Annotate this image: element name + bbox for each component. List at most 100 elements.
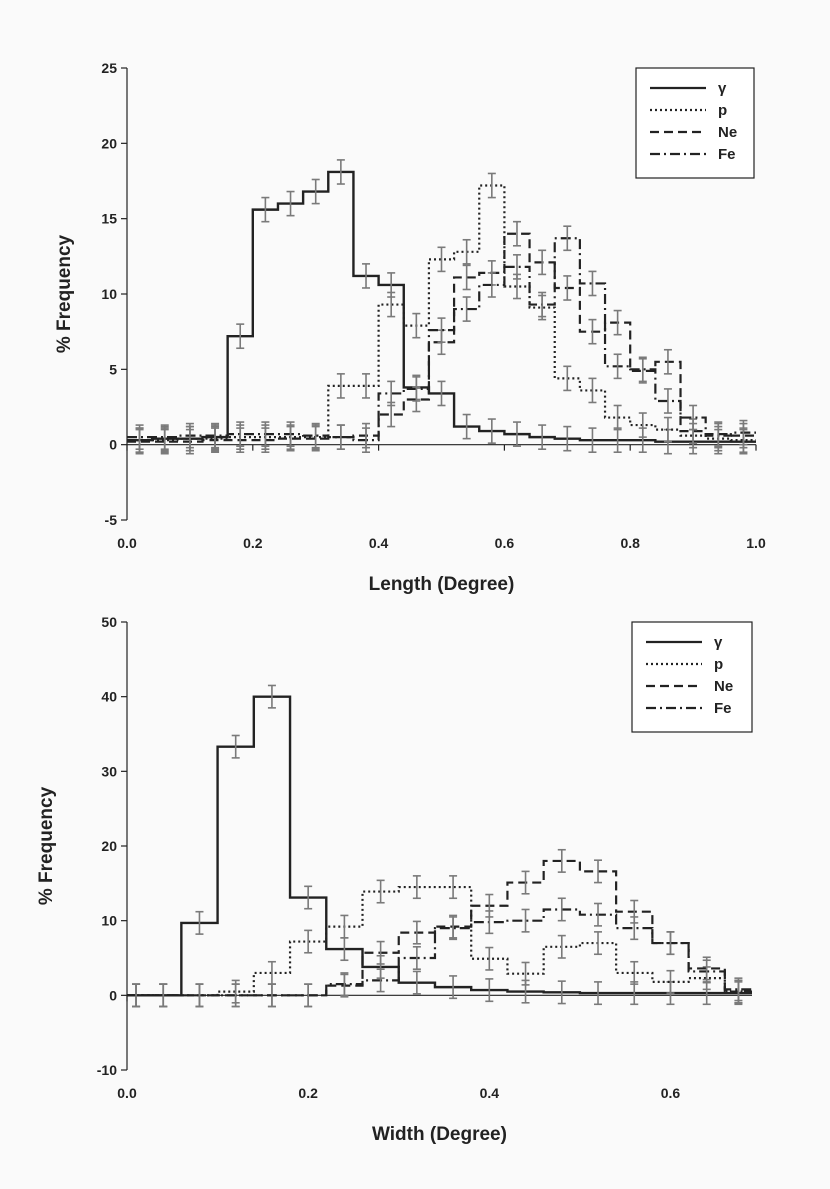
y-axis-title: % Frequency bbox=[36, 786, 57, 905]
error-bar bbox=[412, 875, 421, 900]
error-bar bbox=[211, 422, 220, 449]
error-bar bbox=[376, 968, 385, 993]
error-bar bbox=[311, 178, 320, 205]
error-bar bbox=[449, 875, 458, 900]
x-tick-label: 0.4 bbox=[480, 1085, 500, 1101]
series-line-Ne bbox=[127, 232, 756, 443]
y-tick-label: 50 bbox=[101, 614, 117, 630]
error-bar bbox=[387, 291, 396, 318]
legend-label-Ne: Ne bbox=[714, 678, 733, 695]
x-tick-label: 0.4 bbox=[369, 535, 389, 551]
error-bar bbox=[557, 934, 566, 959]
error-bar bbox=[638, 356, 647, 383]
series-line-γ bbox=[127, 695, 752, 997]
y-tick-label: 0 bbox=[109, 437, 117, 453]
error-bar bbox=[538, 249, 547, 276]
error-bar bbox=[613, 404, 622, 431]
error-bar bbox=[412, 312, 421, 339]
error-bar bbox=[485, 946, 494, 971]
error-bar bbox=[613, 353, 622, 380]
x-tick-label: 0.6 bbox=[495, 535, 515, 551]
error-bar bbox=[638, 412, 647, 438]
error-bar bbox=[336, 424, 345, 450]
x-tick-label: 0.8 bbox=[620, 535, 640, 551]
error-bar bbox=[376, 879, 385, 904]
error-bar bbox=[304, 983, 313, 1008]
legend-label-Fe: Fe bbox=[714, 700, 732, 717]
error-bar bbox=[512, 254, 521, 280]
error-bar bbox=[437, 317, 446, 344]
error-bar bbox=[594, 859, 603, 884]
x-tick-label: 1.0 bbox=[746, 535, 766, 551]
y-tick-label: 25 bbox=[101, 60, 117, 76]
error-bar bbox=[286, 421, 295, 447]
error-bar bbox=[663, 416, 672, 443]
x-axis-title: Length (Degree) bbox=[369, 574, 515, 595]
error-bar bbox=[521, 870, 530, 895]
legend-box bbox=[635, 67, 755, 179]
x-tick-label: 0.2 bbox=[298, 1085, 318, 1101]
error-bar bbox=[702, 959, 711, 984]
legend-box bbox=[631, 621, 753, 733]
error-bar bbox=[412, 970, 421, 995]
error-bar bbox=[462, 296, 471, 322]
error-bar bbox=[376, 940, 385, 965]
error-bar bbox=[159, 983, 168, 1008]
legend: γp Ne Fe bbox=[635, 67, 755, 179]
series-line-Ne bbox=[127, 859, 752, 997]
error-bar bbox=[195, 983, 204, 1008]
y-tick-label: 20 bbox=[101, 135, 117, 151]
legend-label-p: p bbox=[718, 102, 727, 119]
error-bar bbox=[387, 380, 396, 407]
error-bar bbox=[462, 413, 471, 440]
error-bar bbox=[487, 418, 496, 444]
error-bar bbox=[261, 421, 270, 447]
error-bar bbox=[557, 980, 566, 1005]
x-tick-label: 0.0 bbox=[117, 535, 137, 551]
error-bar bbox=[563, 275, 572, 301]
error-bar bbox=[336, 373, 345, 399]
error-bar bbox=[412, 920, 421, 945]
error-bar bbox=[340, 914, 349, 939]
error-bar bbox=[132, 983, 141, 1008]
error-bar bbox=[588, 427, 597, 454]
error-bar bbox=[588, 377, 597, 404]
error-bar bbox=[449, 916, 458, 941]
chart-1: -5 0 5 10 15 20 25 0.0 0.2 0.4 0.6 0.8 1.0 Length (De… bbox=[54, 60, 766, 595]
error-bar bbox=[521, 908, 530, 933]
y-axis-title: % Frequency bbox=[54, 234, 75, 353]
legend-label-p: p bbox=[714, 656, 723, 673]
error-bar bbox=[236, 421, 245, 447]
error-bar bbox=[437, 380, 446, 407]
legend-label-γ: γ bbox=[714, 634, 723, 651]
x-axis-title: Width (Degree) bbox=[372, 1124, 507, 1145]
error-bar bbox=[739, 419, 748, 446]
error-bar bbox=[512, 421, 521, 447]
error-bar bbox=[487, 272, 496, 298]
error-bar bbox=[588, 270, 597, 297]
error-bar bbox=[135, 424, 144, 450]
error-bar bbox=[594, 902, 603, 927]
x-tick-label: 0.0 bbox=[117, 1085, 137, 1101]
error-bar bbox=[613, 309, 622, 336]
x-tick-label: 0.2 bbox=[243, 535, 263, 551]
y-tick-label: -5 bbox=[105, 512, 118, 528]
error-bar bbox=[630, 916, 639, 941]
legend-label-Ne: Ne bbox=[718, 124, 737, 141]
error-bar bbox=[563, 425, 572, 452]
y-tick-label: 10 bbox=[101, 286, 117, 302]
error-bar bbox=[195, 910, 204, 935]
error-bar bbox=[485, 978, 494, 1003]
legend-label-Fe: Fe bbox=[718, 146, 736, 163]
error-bar bbox=[462, 264, 471, 291]
error-bar bbox=[666, 969, 675, 994]
legend-label-γ: γ bbox=[718, 80, 727, 97]
error-bar bbox=[362, 427, 371, 454]
error-bar bbox=[412, 945, 421, 971]
error-bar bbox=[538, 291, 547, 318]
error-bar bbox=[689, 404, 698, 431]
error-bar bbox=[563, 225, 572, 252]
error-bar bbox=[340, 972, 349, 997]
error-bar bbox=[630, 960, 639, 985]
